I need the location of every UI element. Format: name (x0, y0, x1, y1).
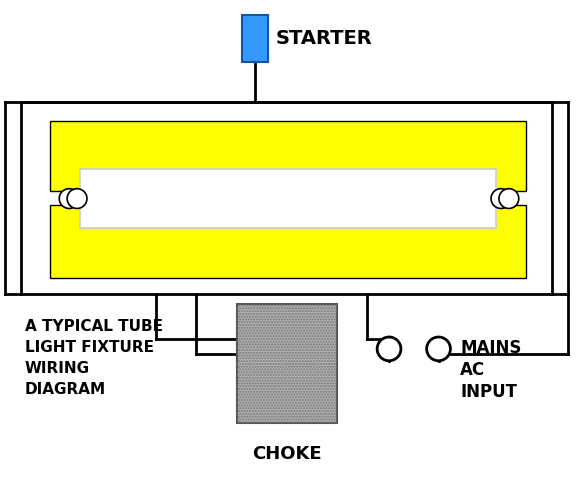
Circle shape (377, 337, 401, 361)
Text: A TYPICAL TUBE
LIGHT FIXTURE
WIRING
DIAGRAM: A TYPICAL TUBE LIGHT FIXTURE WIRING DIAG… (25, 319, 163, 397)
Bar (242, 14, 268, 62)
Circle shape (499, 189, 519, 209)
Bar (238, 304, 336, 423)
Circle shape (491, 189, 511, 209)
Bar (238, 304, 336, 423)
Bar (80, 169, 496, 228)
Text: MAINS
AC
INPUT: MAINS AC INPUT (460, 339, 522, 401)
Text: CHOKE: CHOKE (252, 445, 322, 463)
Circle shape (59, 189, 79, 209)
Text: STARTER: STARTER (276, 29, 373, 48)
Circle shape (426, 337, 451, 361)
Bar (50, 206, 526, 278)
Circle shape (67, 189, 87, 209)
Bar (50, 122, 526, 191)
Bar (21, 102, 552, 294)
